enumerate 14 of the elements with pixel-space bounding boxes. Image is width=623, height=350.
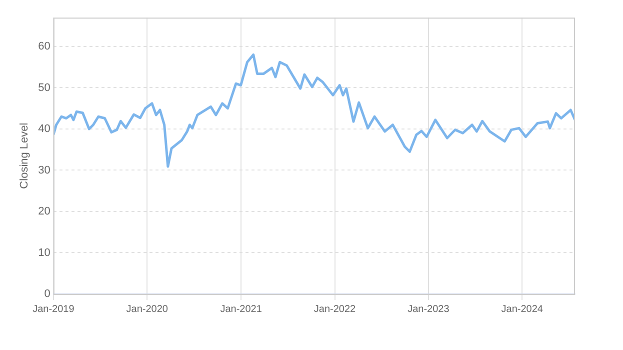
y-tick-label: 20: [38, 206, 50, 218]
y-tick-label: 50: [38, 82, 50, 94]
x-tick-label: Jan-2021: [220, 304, 262, 315]
y-tick-label: 30: [38, 164, 50, 176]
y-axis-title: Closing Level: [18, 122, 31, 189]
x-tick-label: Jan-2019: [32, 304, 75, 315]
x-tick-label: Jan-2023: [408, 304, 450, 315]
y-tick-label: 60: [38, 40, 50, 53]
y-tick-label: 40: [38, 123, 50, 136]
x-tick-label: Jan-2020: [126, 304, 168, 315]
y-tick-label: 10: [38, 246, 50, 259]
x-tick-label: Jan-2024: [501, 304, 544, 315]
x-tick-label: Jan-2022: [314, 304, 356, 315]
y-tick-label: 0: [44, 288, 50, 300]
